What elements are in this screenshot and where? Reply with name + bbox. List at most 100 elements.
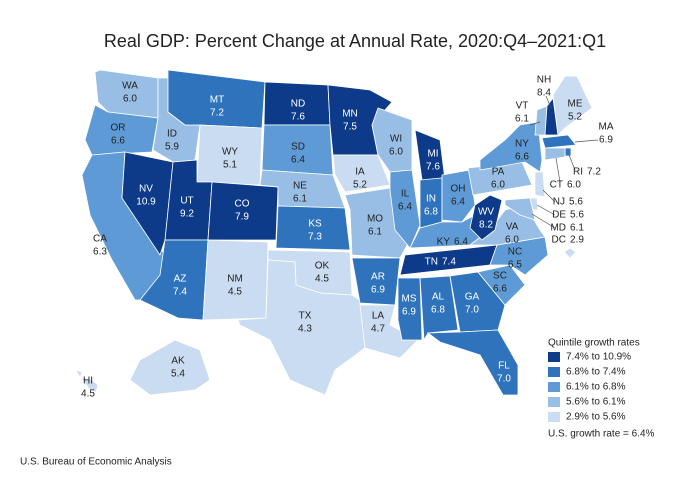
state — [419, 275, 459, 342]
state-value: 6.0 — [389, 147, 403, 158]
state-abbr: SD — [291, 142, 305, 153]
state-value: 10.9 — [136, 197, 156, 208]
state-value: 5.9 — [165, 142, 179, 153]
state-value: 5.4 — [171, 369, 185, 380]
state-value: 4.5 — [315, 274, 329, 285]
state-value: 5.2 — [568, 112, 582, 123]
state-value: 7.3 — [308, 232, 322, 243]
state-value: 6.1 — [515, 114, 529, 125]
leader-line — [529, 121, 541, 126]
state-abbr: DC — [552, 235, 566, 246]
state — [84, 104, 159, 156]
state-abbr: OR — [111, 123, 126, 134]
state — [563, 247, 577, 259]
state — [426, 329, 519, 396]
state-abbr: TN — [425, 257, 438, 268]
state-abbr: LA — [372, 311, 385, 322]
state-value: 6.6 — [493, 284, 507, 295]
state-abbr: MD — [550, 223, 566, 234]
state — [552, 75, 593, 136]
legend-swatch — [548, 412, 560, 422]
leader-line — [555, 157, 561, 183]
state-value: 8.2 — [479, 220, 493, 231]
state-abbr: NV — [139, 184, 153, 195]
state-abbr: IA — [355, 167, 365, 178]
legend-label: 7.4% to 10.9% — [566, 352, 631, 363]
legend-label: 5.6% to 6.1% — [566, 397, 626, 408]
state-abbr: NY — [515, 139, 529, 150]
state-abbr: RI — [573, 167, 583, 178]
leader-line — [545, 95, 552, 109]
state-value: 6.9 — [402, 307, 416, 318]
state-abbr: MO — [367, 214, 383, 225]
state-value: 4.7 — [371, 324, 385, 335]
legend-label: 2.9% to 5.6% — [566, 412, 626, 423]
state-abbr: NC — [508, 247, 522, 258]
state-value: 9.2 — [180, 209, 194, 220]
state-value: 7.6 — [291, 112, 305, 123]
state-abbr: NH — [537, 75, 551, 86]
state-value: 7.9 — [235, 212, 249, 223]
legend-swatch — [548, 397, 560, 407]
state-value: 5.2 — [353, 180, 367, 191]
state-value: 6.0 — [491, 180, 505, 191]
state-abbr: NE — [293, 181, 307, 192]
state-abbr: IN — [426, 194, 436, 205]
state-abbr: ME — [568, 99, 583, 110]
state-value: 5.6 — [569, 197, 583, 208]
state-value: 6.9 — [599, 135, 613, 146]
state-abbr: NJ — [553, 197, 565, 208]
state-value: 6.4 — [291, 155, 305, 166]
state-abbr: AK — [171, 356, 185, 367]
state-abbr: TX — [299, 311, 312, 322]
state-abbr: AR — [371, 272, 385, 283]
state — [541, 134, 577, 149]
state — [469, 194, 503, 241]
state-value: 6.8 — [424, 207, 438, 218]
state-value: 7.2 — [210, 108, 224, 119]
state-labels: WA 6.0 OR 6.6 CA 6.3 NV 10.9 ID 5.9 MT 7.2 WY 5.1 UT 9.… — [81, 75, 614, 400]
state — [73, 369, 99, 393]
state-value: 6.0 — [123, 94, 137, 105]
state-value: 6.3 — [93, 247, 107, 258]
state-value: 6.4 — [398, 202, 412, 213]
state-value: 4.5 — [228, 287, 242, 298]
states — [73, 69, 593, 396]
state-value: 6.1 — [570, 223, 584, 234]
state-abbr: KS — [308, 219, 322, 230]
state-abbr: MI — [427, 149, 438, 160]
leader-line — [542, 189, 556, 203]
state-abbr: AZ — [174, 274, 187, 285]
leader-line — [536, 204, 556, 216]
state-value: 6.4 — [454, 237, 468, 248]
state — [275, 205, 351, 251]
state-abbr: KY — [437, 237, 451, 248]
state — [477, 264, 526, 306]
legend-swatch — [548, 367, 560, 377]
source: U.S. Bureau of Economic Analysis — [20, 457, 172, 468]
state-value: 6.9 — [371, 285, 385, 296]
state-value: 7.6 — [426, 162, 440, 173]
state-abbr: DE — [552, 210, 566, 221]
state-abbr: WV — [478, 207, 494, 218]
state-value: 7.4 — [173, 287, 187, 298]
state-abbr: OH — [451, 184, 466, 195]
state — [332, 154, 391, 193]
state-abbr: GA — [465, 292, 480, 303]
leader-line — [574, 139, 599, 143]
state-value: 8.4 — [537, 88, 551, 99]
state-abbr: OK — [315, 261, 330, 272]
state-abbr: PA — [492, 167, 505, 178]
state — [121, 151, 174, 256]
state-value: 2.9 — [570, 235, 584, 246]
leader-line — [531, 213, 556, 229]
state-abbr: VT — [516, 101, 529, 112]
state — [479, 121, 543, 173]
state — [449, 271, 506, 333]
state-abbr: WI — [390, 134, 402, 145]
legend-label: 6.1% to 6.8% — [566, 382, 626, 393]
state-value: 6.6 — [111, 136, 125, 147]
state-abbr: SC — [493, 271, 507, 282]
state-abbr: IL — [401, 189, 410, 200]
